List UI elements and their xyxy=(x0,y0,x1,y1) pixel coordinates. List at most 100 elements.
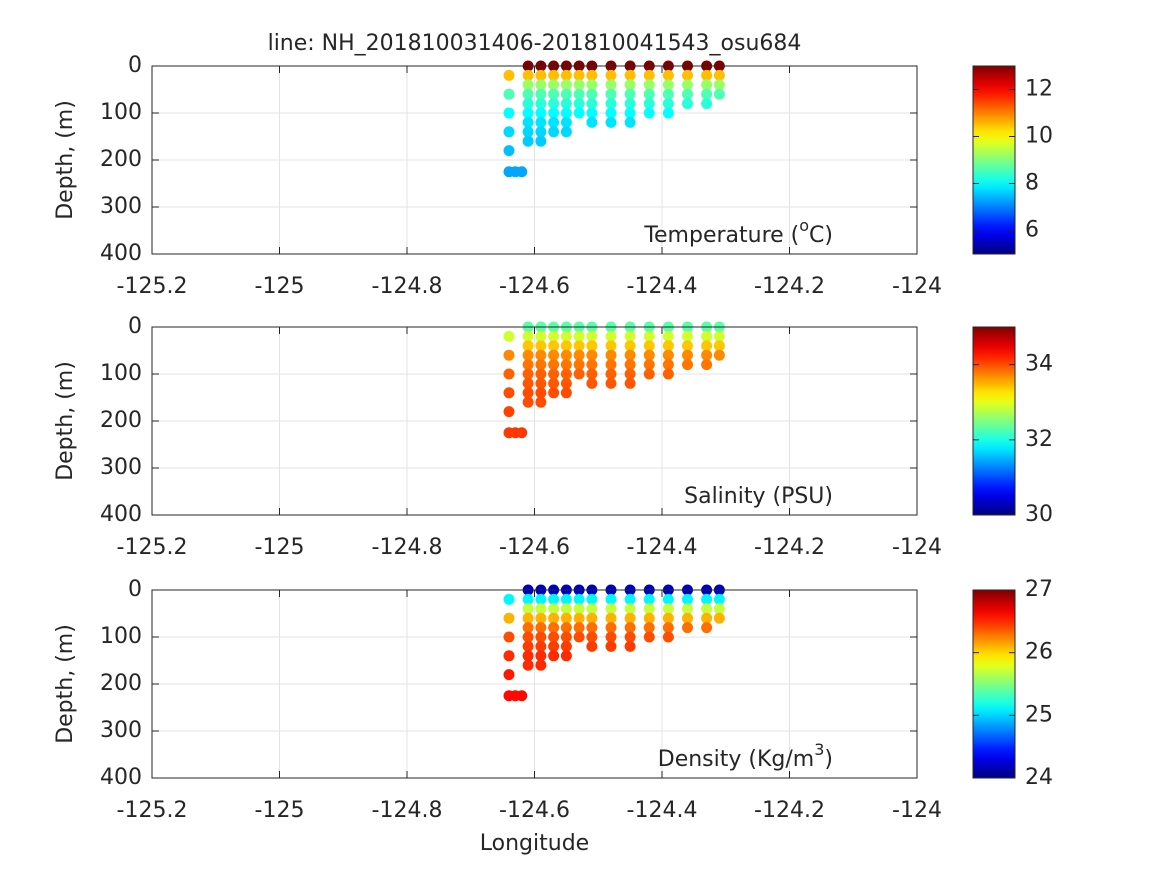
data-point xyxy=(548,631,560,643)
data-point xyxy=(586,98,598,110)
data-point xyxy=(522,88,534,100)
data-point xyxy=(548,640,560,652)
data-point xyxy=(548,622,560,634)
data-point xyxy=(586,107,598,119)
data-point xyxy=(503,107,515,119)
data-point xyxy=(548,593,560,605)
data-point xyxy=(522,603,534,615)
data-point xyxy=(701,98,713,110)
data-point xyxy=(586,622,598,634)
data-point xyxy=(701,349,713,361)
data-point xyxy=(548,650,560,662)
data-point xyxy=(605,359,617,371)
data-point xyxy=(522,593,534,605)
data-point xyxy=(548,107,560,119)
colorbar-tick-label: 8 xyxy=(1025,171,1039,196)
y-tick-label: 0 xyxy=(128,53,142,78)
data-point xyxy=(662,622,674,634)
data-point xyxy=(713,593,725,605)
data-point xyxy=(535,98,547,110)
data-point xyxy=(605,593,617,605)
data-point xyxy=(643,79,655,91)
data-point xyxy=(624,116,636,128)
data-point xyxy=(560,622,572,634)
data-point xyxy=(535,593,547,605)
data-point xyxy=(624,622,636,634)
y-axis-label: Depth, (m) xyxy=(53,100,78,220)
data-point xyxy=(503,368,515,380)
annotation-part: Temperature ( xyxy=(643,223,799,248)
data-point xyxy=(560,612,572,624)
y-tick-label: 300 xyxy=(100,194,142,219)
data-point xyxy=(535,640,547,652)
data-point xyxy=(573,603,585,615)
data-point xyxy=(548,69,560,81)
data-point xyxy=(548,330,560,342)
data-point xyxy=(643,330,655,342)
data-point xyxy=(643,88,655,100)
data-point xyxy=(624,603,636,615)
data-point xyxy=(643,98,655,110)
data-point xyxy=(522,612,534,624)
data-point xyxy=(605,330,617,342)
data-point xyxy=(535,69,547,81)
x-tick-label: -124.8 xyxy=(372,798,443,823)
data-point xyxy=(586,359,598,371)
data-point xyxy=(605,603,617,615)
data-point xyxy=(701,330,713,342)
data-point xyxy=(713,612,725,624)
data-point xyxy=(503,406,515,418)
x-tick-label: -124.4 xyxy=(627,274,698,299)
data-point xyxy=(522,349,534,361)
data-point xyxy=(535,396,547,408)
data-point xyxy=(503,69,515,81)
data-point xyxy=(662,79,674,91)
data-point xyxy=(624,69,636,81)
data-point xyxy=(548,98,560,110)
colorbar-tick-label: 27 xyxy=(1025,577,1053,602)
data-point xyxy=(573,612,585,624)
data-point xyxy=(701,88,713,100)
data-point xyxy=(662,631,674,643)
data-point xyxy=(586,631,598,643)
colorbar-tick-label: 25 xyxy=(1025,702,1053,727)
data-point xyxy=(535,368,547,380)
x-tick-label: -125 xyxy=(255,798,305,823)
data-point xyxy=(522,387,534,399)
x-tick-label: -124.2 xyxy=(754,274,825,299)
y-tick-label: 400 xyxy=(100,502,142,527)
data-point xyxy=(560,387,572,399)
data-point xyxy=(548,340,560,352)
data-point xyxy=(586,340,598,352)
data-point xyxy=(535,387,547,399)
data-point xyxy=(662,612,674,624)
data-point xyxy=(535,126,547,138)
data-point xyxy=(682,330,693,342)
y-axis-label: Depth, (m) xyxy=(53,361,78,481)
data-point xyxy=(586,368,598,380)
data-point xyxy=(605,640,617,652)
data-point xyxy=(643,69,655,81)
data-point xyxy=(522,659,534,671)
data-point xyxy=(713,330,725,342)
data-point xyxy=(560,116,572,128)
data-point xyxy=(643,368,655,380)
y-tick-label: 300 xyxy=(100,455,142,480)
data-point xyxy=(643,612,655,624)
colorbar-tick-label: 24 xyxy=(1025,765,1053,790)
data-point xyxy=(535,88,547,100)
data-point xyxy=(662,107,674,119)
data-point xyxy=(643,340,655,352)
data-point xyxy=(682,349,693,361)
data-point xyxy=(548,349,560,361)
annotation: Temperature (oC) xyxy=(643,216,833,248)
data-point xyxy=(701,79,713,91)
x-tick-label: -124.4 xyxy=(627,798,698,823)
data-point xyxy=(503,349,515,361)
data-point xyxy=(573,368,585,380)
data-point xyxy=(522,116,534,128)
data-point xyxy=(605,116,617,128)
data-point xyxy=(548,359,560,371)
annotation-part: Density (Kg/m xyxy=(658,747,814,772)
annotation: Salinity (PSU) xyxy=(684,484,833,509)
